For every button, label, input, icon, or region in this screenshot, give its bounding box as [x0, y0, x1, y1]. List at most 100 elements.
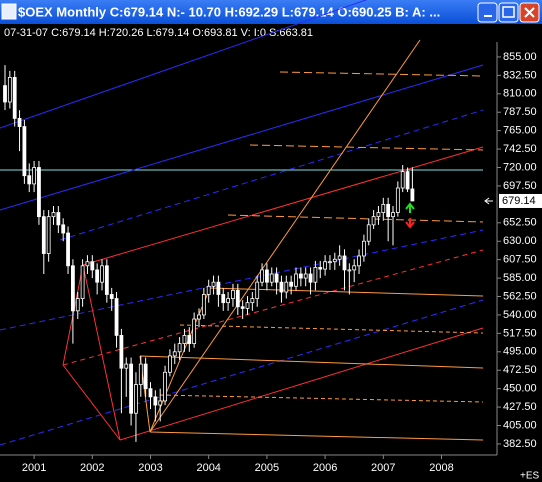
maximize-button[interactable] [498, 2, 519, 23]
candle-body [201, 294, 206, 316]
candle-body [129, 363, 134, 414]
candle-body [12, 77, 17, 119]
minimize-icon [484, 15, 492, 17]
orange-line [227, 214, 484, 223]
candle-body [71, 265, 75, 312]
y-tick-label: 585.00 [503, 272, 537, 284]
y-tick-label: 697.50 [503, 180, 537, 192]
x-tick-label: 2007 [371, 462, 395, 474]
minimize-button[interactable] [477, 2, 498, 23]
axis-note: +ES [520, 471, 540, 482]
red-line [82, 264, 121, 441]
orange-line [149, 39, 421, 433]
candle-body [400, 171, 405, 189]
y-tick-label: 562.50 [503, 290, 537, 302]
y-tick-label: 765.00 [503, 125, 537, 137]
candle-body [284, 281, 289, 293]
candle-body [245, 302, 250, 309]
candle-body [221, 294, 226, 304]
candle-body [37, 167, 41, 218]
candle-body [371, 216, 376, 226]
y-tick-label: 405.00 [503, 419, 537, 431]
candle-body [114, 298, 119, 336]
candle-body [308, 273, 313, 283]
candle-body [274, 273, 279, 283]
candle-body [153, 396, 158, 406]
candle-body [226, 298, 231, 304]
orange-line [279, 71, 484, 77]
y-tick-label: 832.50 [503, 69, 537, 81]
candle-body [318, 267, 323, 270]
candle-body [134, 384, 138, 414]
candle-body [100, 265, 104, 283]
candle-body [323, 261, 328, 270]
candle-body [51, 212, 56, 218]
blue-line [0, 229, 484, 331]
red-line [62, 249, 484, 366]
candle-body [56, 212, 61, 226]
candle-body [61, 224, 66, 234]
x-tick-label: 2002 [80, 462, 104, 474]
y-tick-label: 540.00 [503, 309, 537, 321]
candle-body [182, 335, 187, 345]
info-line: 07-31-07 C:679.14 H:720.26 L:679.14 O:69… [4, 27, 313, 39]
y-tick-label: 607.50 [503, 254, 537, 266]
candle-body [313, 267, 318, 283]
blue-line [0, 299, 484, 446]
candle-body [410, 188, 415, 202]
orange-line [139, 355, 484, 369]
candle-body [216, 281, 221, 295]
candle-body [279, 281, 284, 293]
candle-body [391, 212, 395, 218]
maximize-icon [502, 6, 515, 18]
candle-body [298, 273, 303, 279]
orange-line [249, 144, 484, 151]
x-tick-label: 2004 [196, 462, 220, 474]
y-tick-label: 450.00 [503, 383, 537, 395]
red-line [82, 146, 484, 266]
candle-body [294, 273, 298, 287]
candle-body [386, 203, 391, 218]
candle-body [46, 216, 51, 254]
y-tick-label: 427.50 [503, 401, 537, 413]
price-marker-label: 679.14 [502, 195, 536, 207]
y-tick-label: 495.00 [503, 346, 537, 358]
y-tick-label: 652.50 [503, 217, 537, 229]
candle-body [124, 363, 129, 369]
window-icon [1, 3, 17, 20]
y-tick-label: 630.00 [503, 235, 537, 247]
title-bar [0, 0, 542, 24]
candle-body [289, 281, 294, 287]
candle-body [32, 167, 36, 185]
candle-body [260, 269, 264, 283]
candle-body [177, 343, 182, 353]
candle-body [197, 314, 201, 320]
candle-body [143, 363, 148, 390]
y-tick-label: 472.50 [503, 364, 537, 376]
candle-body [163, 371, 167, 402]
candle-body [17, 117, 22, 127]
orange-line [179, 324, 484, 334]
price-marker [499, 193, 542, 208]
candle-body [119, 335, 124, 369]
candle-body [357, 255, 361, 267]
candle-body [381, 203, 386, 213]
candle-body [342, 255, 347, 271]
red-line [119, 327, 484, 441]
candle-body [187, 335, 192, 345]
candle-body [211, 281, 216, 287]
blue-line [0, 0, 368, 129]
candle-body [361, 240, 366, 257]
candle-body [366, 224, 371, 242]
candle-body [167, 355, 172, 373]
candle-body [352, 265, 357, 271]
candle-body [231, 289, 235, 299]
candle-body [332, 258, 337, 263]
candle-body [192, 318, 197, 345]
candle-body [95, 269, 100, 283]
candle-body [158, 400, 163, 406]
down-arrow [405, 218, 415, 229]
x-tick-label: 2003 [138, 462, 162, 474]
